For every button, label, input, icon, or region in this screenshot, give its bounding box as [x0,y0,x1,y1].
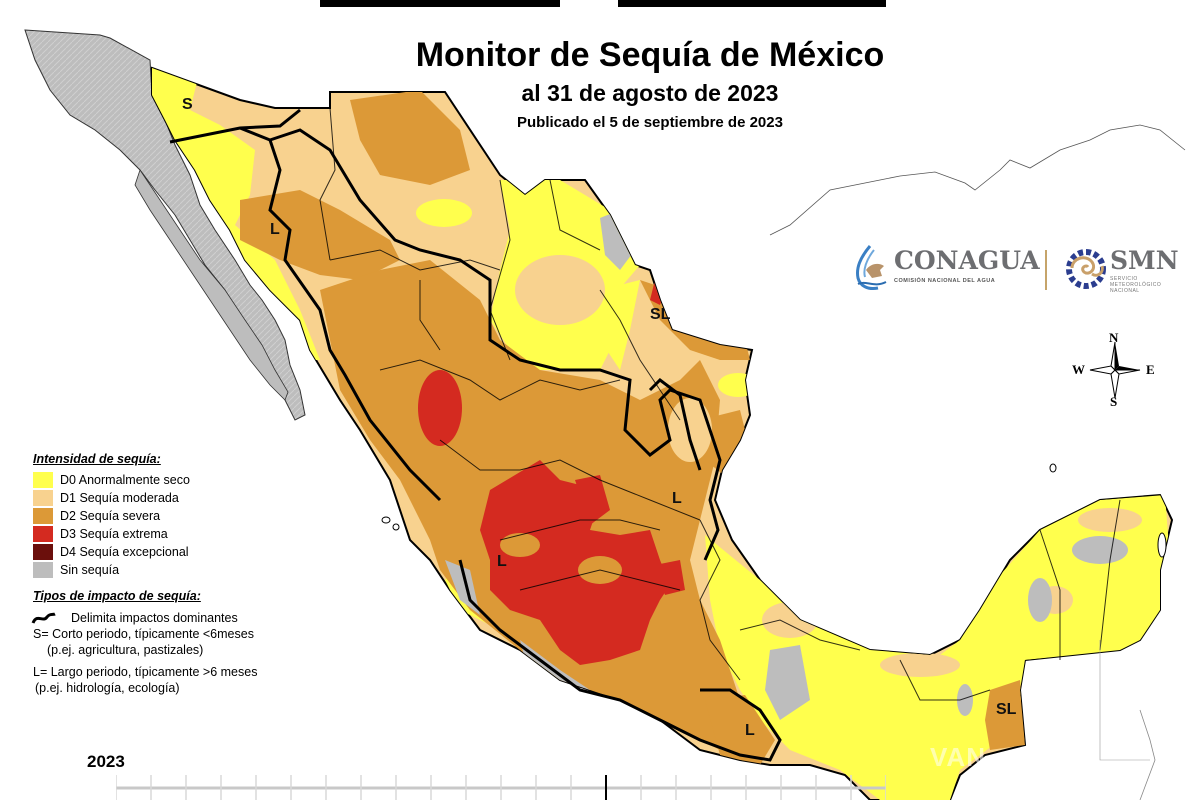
swatch-none [33,562,53,578]
map-label-s-sonora: S [182,96,193,113]
swatch-d2 [33,508,53,524]
map-label-l-sonora: L [270,221,280,238]
published-date: Publicado el 5 de septiembre de 2023 [517,114,783,131]
map-label-sl-tamaulipas: SL [650,306,671,323]
legend-item-d3: D3 Sequía extrema [33,525,333,543]
map-title: Monitor de Sequía de México [415,36,885,74]
legend-item-d0: D0 Anormalmente seco [33,471,333,489]
agency-logos: CONAGUA COMISIÓN NACIONAL DEL AGUA SMN S… [852,242,1182,298]
conagua-name: CONAGUA [894,246,1040,275]
impact-line-icon [31,612,56,624]
compass-rose: N S W E [1070,330,1160,410]
top-bar-right [618,0,886,7]
conagua-tagline: COMISIÓN NACIONAL DEL AGUA [894,278,996,284]
logo-divider [1045,250,1047,290]
compass-n: N [1109,330,1119,345]
impact-l-example: (p.ej. hidrología, ecología) [35,681,180,695]
intensity-legend: Intensidad de sequía: D0 Anormalmente se… [33,452,333,579]
timeline-scale[interactable] [116,775,886,800]
compass-e: E [1146,362,1155,377]
legend-item-d2: D2 Sequía severa [33,507,333,525]
map-label-l-jalisco: L [497,553,507,570]
compass-w: W [1072,362,1085,377]
conagua-logo-icon [856,245,887,290]
baja-california [24,29,306,421]
intensity-legend-title: Intensidad de sequía: [33,452,161,466]
compass-s: S [1110,394,1118,409]
impact-s-definition: S= Corto periodo, típicamente <6meses [33,627,254,641]
swatch-d3 [33,526,53,542]
compass-star-icon [1089,341,1141,399]
impact-l-definition: L= Largo periodo, típicamente >6 meses [33,665,258,679]
map-label-l-oaxaca: L [745,722,755,739]
legend-item-d1: D1 Sequía moderada [33,489,333,507]
map-date: al 31 de agosto de 2023 [521,80,779,106]
impact-legend-title: Tipos de impacto de sequía: [33,589,201,603]
smn-logo-icon [1066,249,1106,289]
map-label-l-veracruz: L [672,490,682,507]
legend-item-sin-sequia: Sin sequía [33,561,333,579]
watermark: VAN [930,742,986,772]
top-bar-left [320,0,560,7]
map-label-sl-chiapas: SL [996,701,1017,718]
swatch-d1 [33,490,53,506]
impact-line-row: Delimita impactos dominantes [31,610,333,626]
smn-name: SMN [1110,246,1179,275]
impact-legend: Tipos de impacto de sequía: Delimita imp… [31,588,333,696]
smn-tagline: SERVICIO METEOROLÓGICO NACIONAL [1110,276,1162,294]
swatch-d4 [33,544,53,560]
impact-s-example: (p.ej. agricultura, pastizales) [47,643,204,657]
timeline-year: 2023 [87,752,125,771]
legend-item-d4: D4 Sequía excepcional [33,543,333,561]
swatch-d0 [33,472,53,488]
